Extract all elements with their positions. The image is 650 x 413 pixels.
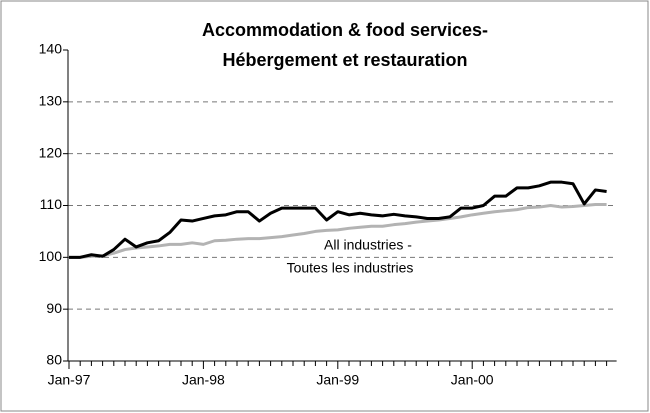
x-tick-label: Jan-99 bbox=[316, 372, 359, 388]
y-tick-label: 140 bbox=[39, 41, 63, 57]
y-tick-label: 90 bbox=[46, 300, 62, 316]
y-tick-label: 130 bbox=[39, 93, 63, 109]
x-tick-label: Jan-00 bbox=[451, 372, 494, 388]
annotation: All industries - bbox=[324, 237, 412, 253]
chart-title: Hébergement et restauration bbox=[222, 50, 467, 70]
series-line bbox=[69, 180, 607, 259]
x-tick-label: Jan-97 bbox=[48, 372, 91, 388]
y-tick-label: 110 bbox=[40, 196, 63, 212]
chart-title: Accommodation & food services- bbox=[202, 20, 488, 40]
series-line bbox=[69, 202, 607, 259]
y-tick-label: 100 bbox=[39, 248, 63, 264]
annotation: Toutes les industries bbox=[287, 260, 414, 276]
y-tick-label: 80 bbox=[46, 352, 62, 368]
y-tick-label: 120 bbox=[39, 144, 63, 160]
x-tick-label: Jan-98 bbox=[182, 372, 225, 388]
